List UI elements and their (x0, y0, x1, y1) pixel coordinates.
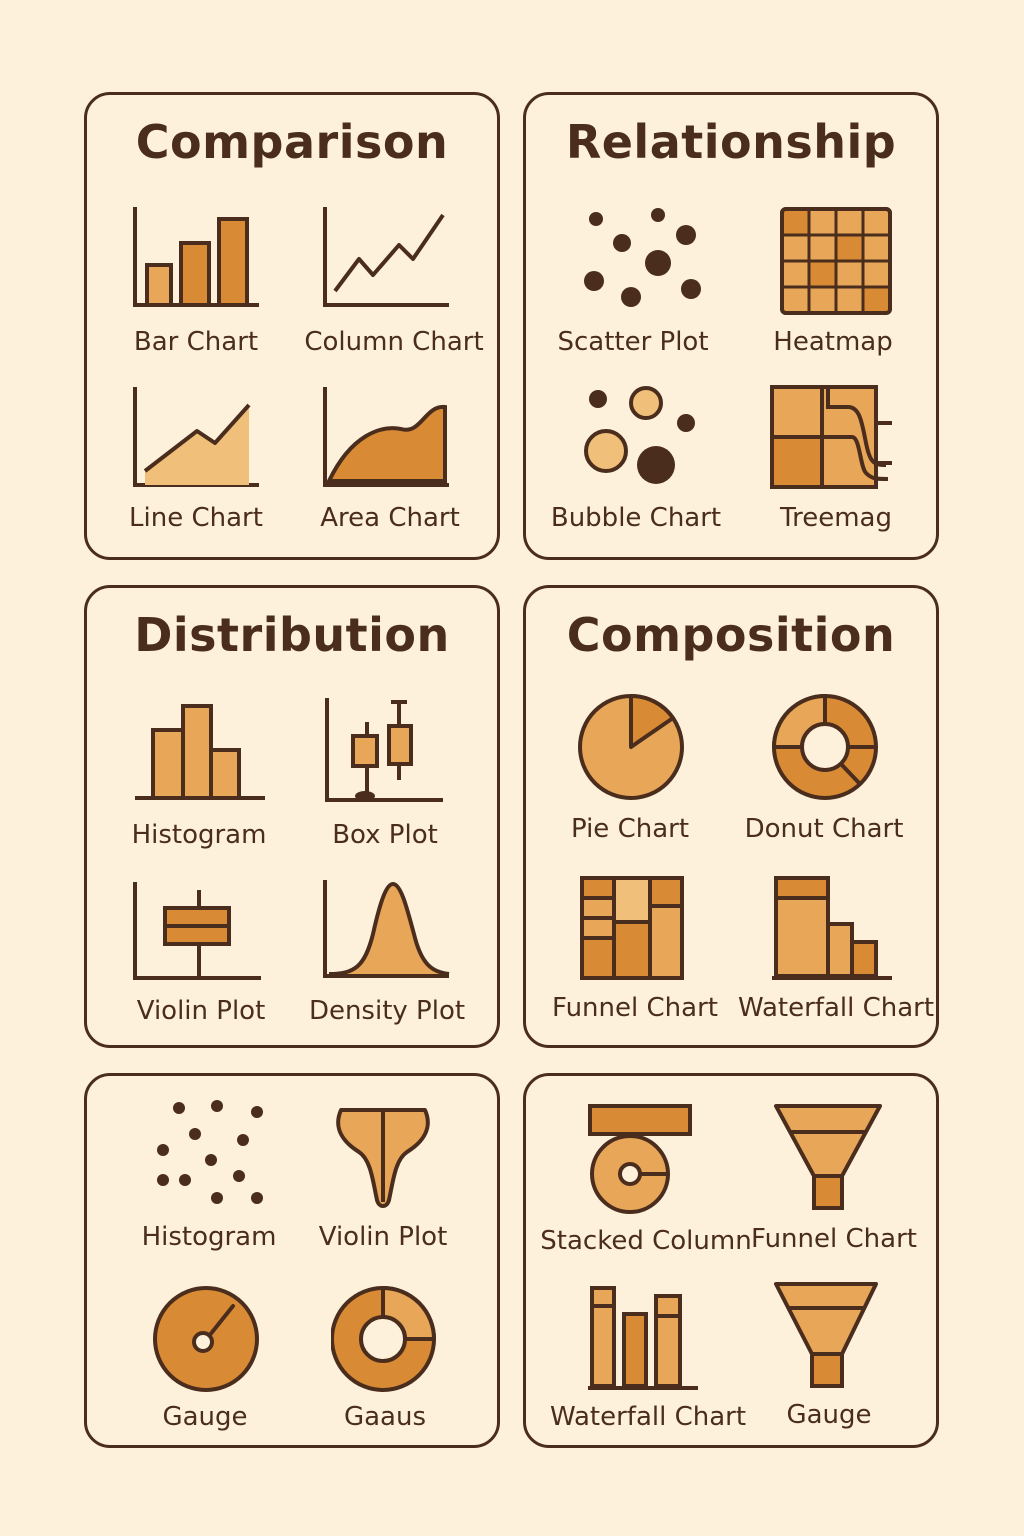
funnel-gauge-icon (774, 1282, 878, 1388)
item-label: Funnel Chart (552, 993, 718, 1023)
ring-gauge-icon (331, 1285, 437, 1392)
item-label: Violin Plot (318, 1222, 448, 1252)
panel-title: Distribution (134, 608, 450, 662)
panel-title: Composition (566, 608, 896, 662)
item-label: Treemag (780, 503, 892, 533)
panel-comparison: Comparison Bar Chart Column Chart Line C… (84, 92, 500, 560)
pie-chart-icon (578, 693, 684, 800)
item-label: Column Chart (304, 327, 484, 357)
panel-misc-right: Stacked Column Funnel Chart Waterfall Ch… (523, 1073, 939, 1448)
line-chart-icon (323, 207, 449, 307)
panel-distribution: Distribution Histogram Box Plot Violin P… (84, 585, 500, 1048)
item-label: Area Chart (320, 503, 460, 533)
item-label: Heatmap (773, 327, 893, 357)
panel-title: Relationship (565, 115, 897, 169)
item-label: Pie Chart (570, 814, 690, 844)
item-label: Line Chart (129, 503, 263, 533)
panel-misc-left: Histogram Violin Plot Gauge Gaaus (84, 1073, 500, 1448)
item-label: Bubble Chart (550, 503, 722, 533)
item-label: Donut Chart (744, 814, 904, 844)
box-plot-icon (325, 698, 443, 802)
donut-chart-icon (771, 693, 878, 800)
item-label: Scatter Plot (557, 327, 709, 357)
waterfall-bars-icon (588, 1286, 698, 1390)
violin-plot-icon (133, 882, 261, 980)
item-label: Gaaus (343, 1402, 427, 1432)
item-label: Histogram (141, 1222, 277, 1252)
bar-chart-icon (133, 207, 259, 307)
item-label: Gauge (162, 1402, 248, 1432)
panel-composition: Composition Pie Chart Donut Chart Funnel… (523, 585, 939, 1048)
item-label: Violin Plot (136, 996, 266, 1026)
panel-title: Comparison (135, 115, 449, 169)
treemap-icon (770, 385, 892, 489)
violin-shape-icon (336, 1108, 430, 1208)
density-plot-icon (323, 880, 450, 978)
area-chart-icon (323, 387, 449, 487)
item-label: Bar Chart (133, 327, 259, 357)
item-label: Gauge (786, 1400, 872, 1430)
funnel-icon (774, 1104, 882, 1210)
histogram-icon (135, 704, 265, 800)
item-label: Waterfall Chart (549, 1402, 747, 1432)
stacked-column-icon (588, 1104, 692, 1214)
panel-relationship: Relationship Scatter Plot Heatmap Bubble… (523, 92, 939, 560)
item-label: Stacked Column (540, 1226, 752, 1256)
dot-cloud-icon (157, 1100, 263, 1204)
scatter-plot-icon (584, 208, 701, 307)
heatmap-icon (780, 207, 892, 315)
item-label: Waterfall Chart (737, 993, 935, 1023)
waterfall-chart-icon (772, 876, 892, 980)
bubble-chart-icon (584, 386, 695, 484)
item-label: Funnel Chart (751, 1224, 917, 1254)
area-line-chart-icon (133, 387, 259, 487)
item-label: Histogram (131, 820, 267, 850)
item-label: Box Plot (332, 820, 438, 850)
gauge-icon (153, 1286, 259, 1392)
grid-chart-icon (580, 876, 684, 980)
item-label: Density Plot (308, 996, 466, 1026)
